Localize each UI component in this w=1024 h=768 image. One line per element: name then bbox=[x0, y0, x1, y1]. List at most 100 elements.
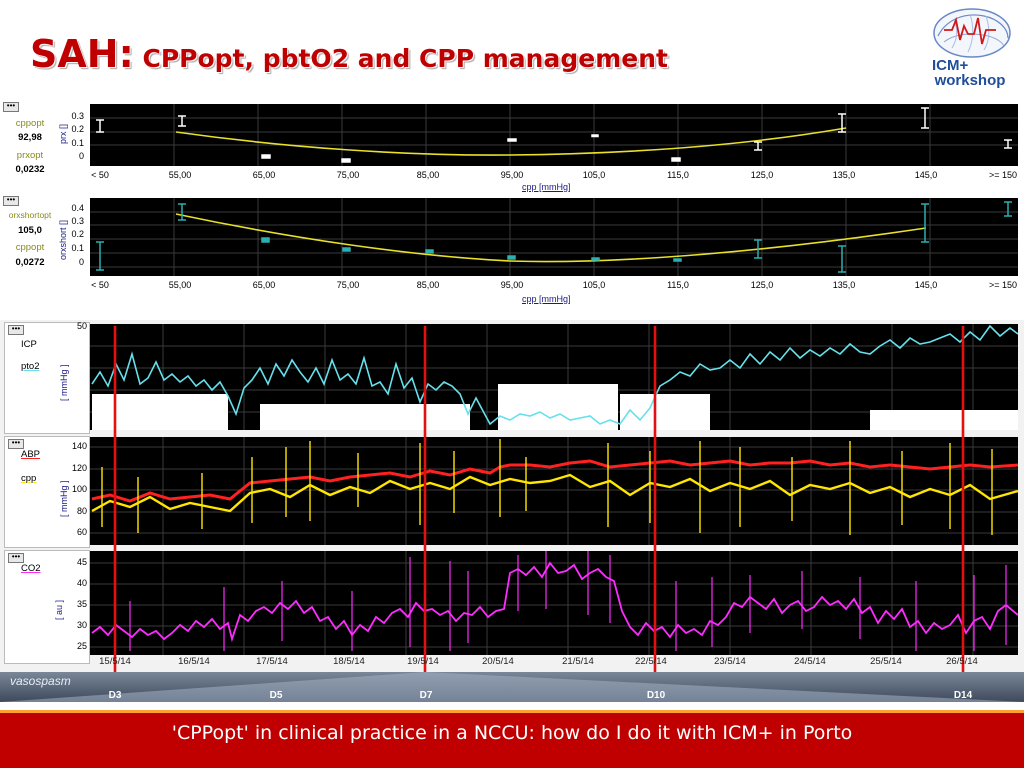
day-label-d14: D14 bbox=[953, 690, 973, 701]
prx-x-tick: >= 150 bbox=[988, 170, 1018, 180]
orx-x-tick: 85,00 bbox=[416, 280, 440, 290]
vasospasm-label: vasospasm bbox=[10, 674, 71, 688]
date-tick: 22/5/14 bbox=[635, 656, 667, 667]
slide-title-prefix: SAH: bbox=[30, 32, 134, 76]
prx-x-tick: 105,0 bbox=[582, 170, 606, 180]
date-tick: 25/5/14 bbox=[870, 656, 902, 667]
orx-cpp-panel: ••• orxshortopt 105,0 cppopt 0,0272 orxs… bbox=[0, 194, 1024, 304]
prx-fit-curve bbox=[175, 127, 847, 156]
date-tick: 15/5/14 bbox=[99, 656, 131, 667]
day-label-d7: D7 bbox=[419, 690, 433, 701]
icm-workshop-logo: ICM+ workshop bbox=[924, 6, 1016, 92]
cppopt-label-2: cppopt bbox=[15, 242, 45, 253]
cppopt-value: 92,98 bbox=[18, 132, 42, 143]
abp-y-tick: 140 bbox=[71, 441, 87, 451]
prx-x-tick: 95,00 bbox=[500, 170, 524, 180]
co2-y-tick: 45 bbox=[76, 557, 87, 567]
day-label-d5: D5 bbox=[269, 690, 283, 701]
orx-y-tick: 0.2 bbox=[71, 229, 84, 239]
orx-y-tick: 0 bbox=[78, 257, 84, 267]
pto2-trace bbox=[91, 324, 1018, 426]
abp-y-tick: 100 bbox=[71, 484, 87, 494]
prx-plot-area bbox=[90, 104, 1018, 166]
orx-x-tick: < 50 bbox=[91, 280, 109, 290]
footer-caption: 'CPPopt' in clinical practice in a NCCU:… bbox=[171, 722, 853, 744]
cpp-label: cpp bbox=[21, 473, 37, 484]
orx-curve-chart bbox=[90, 198, 1018, 276]
co2-plot bbox=[90, 551, 1018, 655]
abp-trace bbox=[91, 459, 1018, 503]
day-label-d3: D3 bbox=[108, 690, 122, 701]
abp-y-tick: 60 bbox=[76, 527, 87, 537]
orx-x-tick: 105,0 bbox=[582, 280, 606, 290]
icp-y-top-tick: 50 bbox=[76, 321, 87, 331]
panel-menu-button[interactable]: ••• bbox=[3, 196, 19, 206]
prx-x-tick: 125,0 bbox=[750, 170, 774, 180]
date-tick: 18/5/14 bbox=[333, 656, 365, 667]
orxshortopt-value: 105,0 bbox=[18, 225, 42, 236]
slide-title-rest: CPPopt, pbtO2 and CPP management bbox=[133, 44, 668, 73]
prx-y-tick: 0.1 bbox=[71, 138, 84, 148]
abp-side-panel: ••• ABP cpp [ mmHg ] 140 120 100 80 60 bbox=[4, 436, 90, 548]
abp-y-tick: 80 bbox=[76, 506, 87, 516]
brain-logo-icon bbox=[933, 8, 1011, 58]
abp-label: ABP bbox=[21, 449, 41, 460]
prx-x-tick: 145,0 bbox=[914, 170, 938, 180]
prx-x-tick: 85,00 bbox=[416, 170, 440, 180]
prx-y-tick: 0.2 bbox=[71, 124, 84, 134]
abp-cpp-plot bbox=[90, 437, 1018, 545]
orx-x-tick: 135,0 bbox=[832, 280, 856, 290]
prx-y-tick: 0.3 bbox=[71, 111, 84, 121]
orx-x-tick: 75,00 bbox=[336, 280, 360, 290]
prx-x-tick: 115,0 bbox=[667, 170, 689, 180]
date-tick: 21/5/14 bbox=[562, 656, 594, 667]
prxopt-label: prxopt bbox=[16, 150, 44, 161]
date-tick: 16/5/14 bbox=[178, 656, 210, 667]
orxshortopt-label: orxshortopt bbox=[8, 210, 52, 220]
orx-x-tick: 145,0 bbox=[914, 280, 938, 290]
trend-panel-group: ••• ICP pto2 [ mmHg ] 50 ••• ABP cpp [ m… bbox=[0, 320, 1024, 672]
orx-y-tick: 0.4 bbox=[71, 203, 84, 213]
panel-menu-button[interactable]: ••• bbox=[8, 325, 24, 335]
co2-trend bbox=[90, 551, 1018, 655]
icp-side-panel: ••• ICP pto2 [ mmHg ] 50 bbox=[4, 321, 90, 434]
panel-menu-button[interactable]: ••• bbox=[3, 102, 19, 112]
prx-y-tick: 0 bbox=[78, 151, 84, 161]
icp-white-region bbox=[260, 404, 470, 430]
orx-x-tick: 95,00 bbox=[500, 280, 524, 290]
abp-y-tick: 120 bbox=[71, 463, 87, 473]
date-tick: 26/5/14 bbox=[946, 656, 978, 667]
prx-x-axis-label: cpp [mmHg] bbox=[522, 182, 571, 192]
footer-bar bbox=[0, 710, 1024, 768]
panel-menu-button[interactable]: ••• bbox=[8, 553, 24, 563]
co2-side-panel: ••• CO2 [ au ] 45 40 35 30 25 bbox=[4, 550, 90, 664]
abp-cpp-trend bbox=[90, 437, 1018, 545]
cppopt-value-2: 0,0272 bbox=[15, 257, 45, 268]
date-tick: 19/5/14 bbox=[407, 656, 439, 667]
date-tick: 24/5/14 bbox=[794, 656, 826, 667]
co2-y-tick: 35 bbox=[76, 599, 87, 609]
pto2-label: pto2 bbox=[21, 361, 40, 372]
orx-x-tick: 125,0 bbox=[750, 280, 774, 290]
orx-x-tick: 55,00 bbox=[168, 280, 192, 290]
orx-x-tick: >= 150 bbox=[988, 280, 1018, 290]
slide-title: SAH: CPPopt, pbtO2 and CPP management bbox=[30, 32, 668, 76]
icp-white-region bbox=[870, 410, 1018, 430]
prx-x-tick: 135,0 bbox=[832, 170, 856, 180]
orx-fit-curve bbox=[175, 213, 927, 263]
prxopt-value: 0,0232 bbox=[15, 164, 45, 175]
prx-x-tick: 75,00 bbox=[336, 170, 360, 180]
day-label-d10: D10 bbox=[646, 690, 666, 701]
co2-label: CO2 bbox=[21, 563, 41, 574]
co2-y-tick: 25 bbox=[76, 641, 87, 651]
orx-y-tick: 0.1 bbox=[71, 243, 84, 253]
vasospasm-wedge bbox=[0, 672, 1024, 702]
vasospasm-bar: vasospasm bbox=[0, 672, 1024, 702]
icp-white-region bbox=[620, 394, 710, 430]
prx-x-tick: 55,00 bbox=[168, 170, 192, 180]
prx-x-tick: < 50 bbox=[91, 170, 109, 180]
logo-text-workshop: workshop bbox=[934, 72, 1006, 89]
panel-menu-button[interactable]: ••• bbox=[8, 439, 24, 449]
orx-x-axis-label: cpp [mmHg] bbox=[522, 294, 571, 304]
cppopt-label: cppopt bbox=[15, 118, 45, 129]
